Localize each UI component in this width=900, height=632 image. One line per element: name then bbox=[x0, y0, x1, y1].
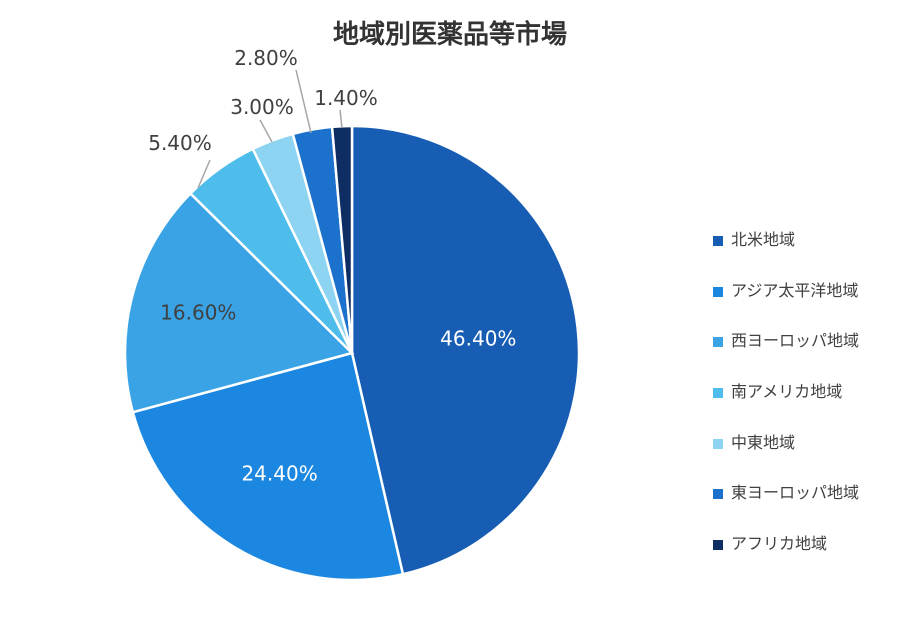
legend: 北米地域アジア太平洋地域 西ヨーロッパ地域 南アメリカ地域 中東地域東ヨーロッパ地域ア… bbox=[713, 228, 859, 583]
leader-line bbox=[197, 159, 211, 189]
leader-line bbox=[259, 119, 273, 143]
legend-item: 北米地域 bbox=[713, 228, 859, 279]
legend-swatch bbox=[713, 540, 723, 551]
legend-item: 西ヨーロッパ地域 bbox=[713, 329, 859, 380]
legend-swatch bbox=[713, 489, 723, 500]
data-label: 46.40% bbox=[440, 327, 516, 351]
data-label: 1.40% bbox=[314, 86, 378, 110]
pie-slice bbox=[131, 351, 405, 582]
legend-swatch bbox=[713, 337, 723, 348]
legend-swatch bbox=[713, 388, 723, 399]
legend-item: アフリカ地域 bbox=[713, 532, 859, 583]
legend-label: 西ヨーロッパ地域 bbox=[731, 331, 860, 351]
legend-label: アフリカ地域 bbox=[731, 534, 828, 554]
data-label: 3.00% bbox=[230, 95, 294, 119]
legend-item: 東ヨーロッパ地域 bbox=[713, 481, 859, 532]
data-label: 16.60% bbox=[160, 301, 236, 325]
legend-item: 南アメリカ地域 bbox=[713, 380, 859, 431]
legend-swatch bbox=[713, 438, 723, 449]
legend-item: アジア太平洋地域 bbox=[713, 279, 859, 330]
pie-slice bbox=[350, 124, 581, 576]
legend-label: 北米地域 bbox=[731, 230, 796, 249]
data-label: 24.40% bbox=[241, 462, 317, 486]
pie-slice bbox=[123, 191, 355, 414]
data-label: 5.40% bbox=[148, 131, 212, 155]
legend-swatch bbox=[713, 286, 723, 297]
legend-label: 中東地域 bbox=[731, 432, 796, 452]
legend-swatch bbox=[713, 236, 723, 246]
leader-line bbox=[295, 69, 312, 134]
legend-label: 東ヨーロッパ地域 bbox=[731, 483, 860, 503]
legend-label: アジア太平洋地域 bbox=[731, 280, 859, 300]
chart-title: 地域別医薬品等市場 bbox=[332, 20, 567, 50]
data-label: 2.80% bbox=[234, 46, 298, 70]
legend-item: 中東地域 bbox=[713, 431, 859, 482]
legend-label: 南アメリカ地域 bbox=[731, 382, 843, 402]
leader-line bbox=[339, 109, 343, 129]
